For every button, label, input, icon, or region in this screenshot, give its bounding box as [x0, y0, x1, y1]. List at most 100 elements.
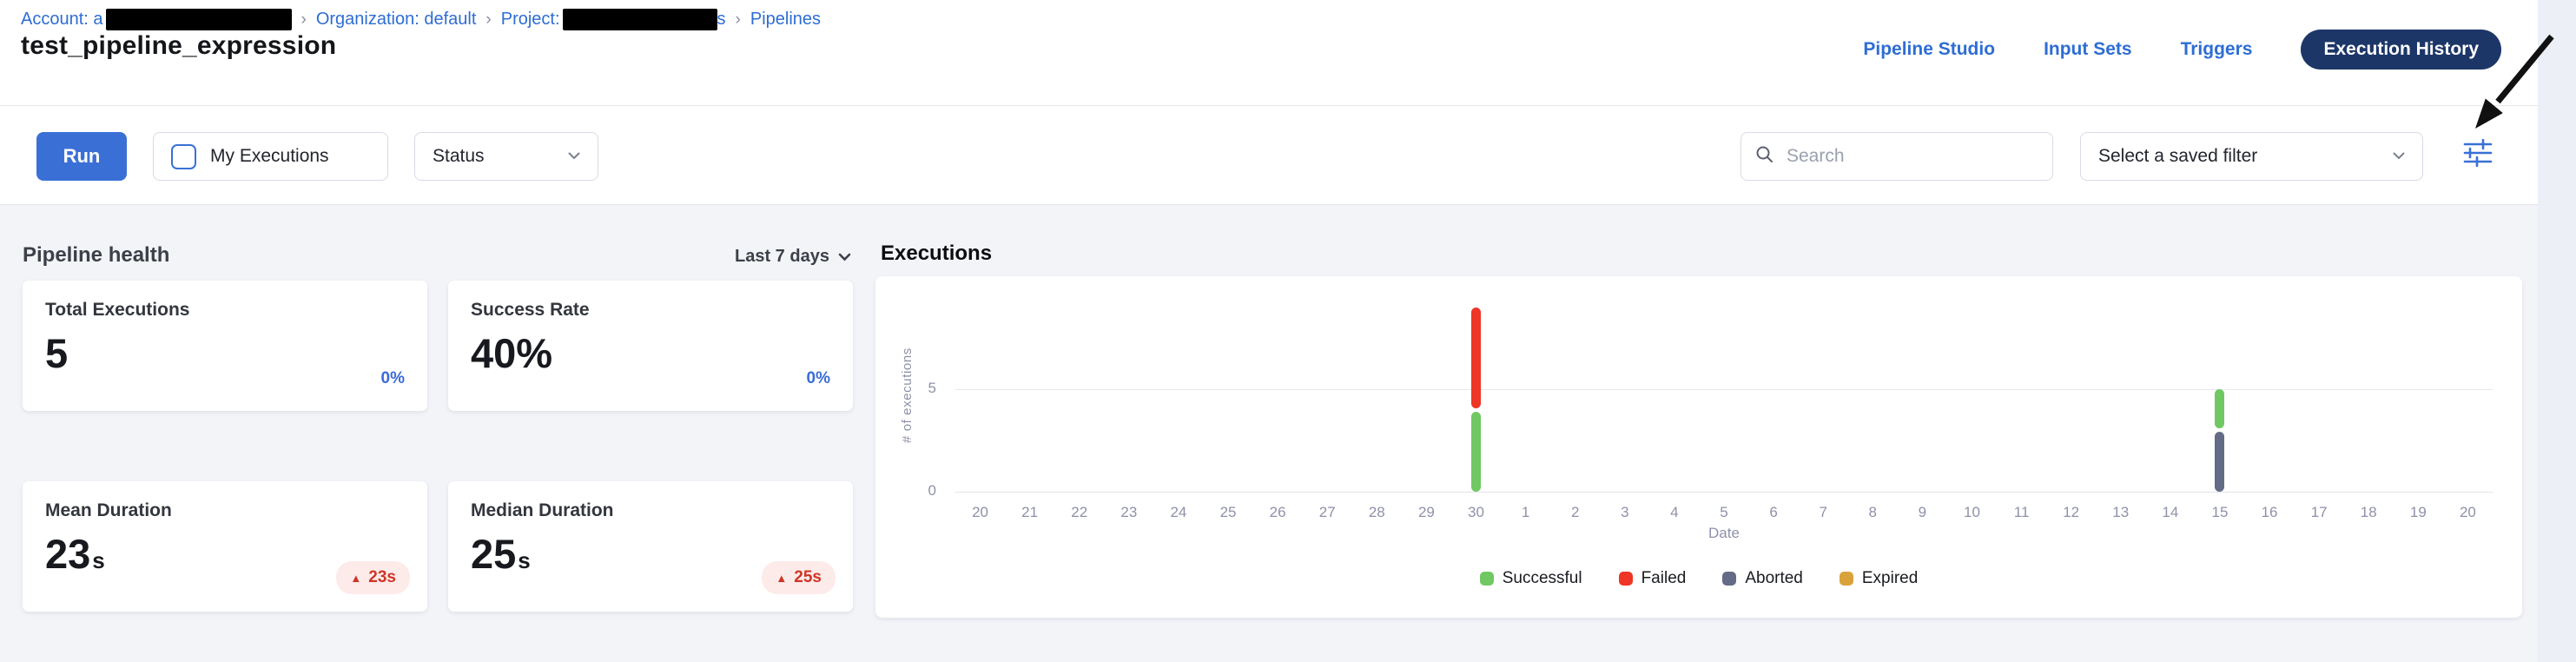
- stat-delta: 23s: [368, 568, 396, 586]
- x-axis-tick: 13: [2112, 504, 2130, 520]
- x-axis-tick: 5: [1720, 504, 1728, 520]
- x-axis-tick: 27: [1318, 504, 1336, 520]
- legend-item-successful[interactable]: Successful: [1479, 569, 1582, 588]
- legend-label: Failed: [1641, 569, 1687, 587]
- chevron-down-icon: [568, 149, 580, 164]
- chevron-down-icon: [2393, 149, 2405, 164]
- chart-plot-area: [955, 294, 2493, 493]
- nav-input-sets[interactable]: Input Sets: [2044, 39, 2132, 59]
- filter-sliders-button[interactable]: [2460, 137, 2496, 172]
- my-executions-checkbox[interactable]: [171, 143, 196, 169]
- search-box[interactable]: [1740, 132, 2053, 181]
- x-axis-tick: 22: [1071, 504, 1088, 520]
- page-right-gutter: [2538, 0, 2576, 662]
- stat-label: Mean Duration: [45, 500, 172, 520]
- breadcrumb-link-text: Pipelines: [750, 10, 822, 29]
- breadcrumb: Account: a › Organization: default › Project…: [21, 9, 821, 30]
- x-axis-title: Date: [1708, 525, 1740, 541]
- stat-delta: 0%: [806, 369, 830, 387]
- x-axis-tick: 6: [1769, 504, 1778, 520]
- stat-value: 23 s: [45, 531, 105, 577]
- legend-label: Successful: [1502, 569, 1582, 587]
- y-axis-tick: 0: [928, 482, 936, 499]
- page-title: test_pipeline_expression: [21, 31, 337, 60]
- nav-triggers[interactable]: Triggers: [2180, 39, 2253, 59]
- status-dropdown[interactable]: Status: [414, 132, 598, 181]
- card-success-rate: Success Rate 40% 0%: [448, 281, 853, 411]
- x-axis-tick: 20: [972, 504, 988, 520]
- stat-value: 25 s: [471, 531, 531, 577]
- x-axis-tick: 15: [2211, 504, 2229, 520]
- triangle-up-icon: ▲: [776, 571, 788, 585]
- x-axis-tick: 25: [1219, 504, 1237, 520]
- saved-filter-label: Select a saved filter: [2098, 146, 2258, 166]
- x-axis-tick: 24: [1170, 504, 1187, 520]
- breadcrumb-link-text: Organization: default: [315, 10, 477, 29]
- y-axis-tick: 5: [928, 380, 936, 396]
- stat-label: Total Executions: [45, 300, 190, 320]
- x-axis-tick: 28: [1368, 504, 1385, 520]
- status-dropdown-label: Status: [433, 146, 485, 166]
- redacted-text: [562, 9, 717, 30]
- bar-15-aborted[interactable]: [2215, 432, 2225, 492]
- legend-item-expired[interactable]: Expired: [1839, 569, 1918, 588]
- run-button[interactable]: Run: [36, 132, 127, 181]
- bar-30-successful[interactable]: [1471, 411, 1482, 492]
- x-axis-tick: 18: [2360, 504, 2377, 520]
- breadcrumb-link-account-a[interactable]: Account: a: [21, 9, 292, 30]
- x-axis-tick: 26: [1269, 504, 1286, 520]
- filter-sliders-icon: [2462, 138, 2493, 171]
- x-axis-tick: 2: [1570, 504, 1580, 520]
- health-range-label: Last 7 days: [735, 247, 829, 266]
- search-icon: [1755, 145, 1774, 169]
- card-median-duration: Median Duration 25 s ▲ 25s: [448, 481, 853, 612]
- legend-swatch: [1479, 572, 1494, 586]
- x-axis-tick: 12: [2063, 504, 2080, 520]
- pipeline-health-title: Pipeline health: [23, 243, 170, 267]
- card-mean-duration: Mean Duration 23 s ▲ 23s: [23, 481, 427, 612]
- stat-value: 40%: [471, 330, 553, 376]
- legend-swatch: [1839, 572, 1853, 586]
- stat-label: Success Rate: [471, 300, 590, 320]
- health-range-dropdown[interactable]: Last 7 days: [735, 247, 851, 267]
- bar-15-successful[interactable]: [2215, 389, 2225, 429]
- x-axis-tick: 3: [1621, 504, 1629, 520]
- chart-legend: Successful Failed Aborted Expired: [875, 569, 2522, 588]
- legend-item-aborted[interactable]: Aborted: [1722, 569, 1803, 588]
- gridline-y-0: [955, 492, 2493, 493]
- chevron-down-icon: [838, 247, 851, 267]
- my-executions-toggle[interactable]: My Executions: [153, 132, 388, 181]
- breadcrumb-link-pipelines[interactable]: Pipelines: [750, 10, 821, 30]
- nav-execution-history[interactable]: Execution History: [2301, 30, 2501, 70]
- legend-label: Aborted: [1745, 569, 1803, 587]
- x-axis-tick: 4: [1670, 504, 1679, 520]
- breadcrumb-link-project[interactable]: Project: s: [501, 9, 726, 30]
- x-axis-tick: 17: [2310, 504, 2328, 520]
- breadcrumb-link-text: Project:: [500, 10, 560, 29]
- stat-value-suffix: s: [92, 547, 105, 573]
- x-axis-tick: 30: [1468, 504, 1484, 520]
- card-total-executions: Total Executions 5 0%: [23, 281, 427, 411]
- stat-value: 5: [45, 330, 69, 376]
- stat-delta: 25s: [794, 568, 822, 586]
- my-executions-label: My Executions: [210, 146, 329, 166]
- x-axis-tick: 8: [1868, 504, 1878, 520]
- legend-item-failed[interactable]: Failed: [1618, 569, 1687, 588]
- triangle-up-icon: ▲: [350, 571, 362, 585]
- search-input[interactable]: [1785, 145, 2038, 168]
- saved-filter-dropdown[interactable]: Select a saved filter: [2080, 132, 2423, 181]
- x-axis-tick: 9: [1918, 504, 1927, 520]
- bar-30-failed[interactable]: [1471, 307, 1482, 408]
- stat-label: Median Duration: [471, 500, 614, 520]
- x-axis-tick: 11: [2013, 504, 2030, 520]
- breadcrumb-separator: ›: [485, 10, 492, 29]
- stat-delta: 0%: [380, 369, 405, 387]
- x-axis-tick: 23: [1120, 504, 1138, 520]
- x-axis-tick: 14: [2162, 504, 2179, 520]
- nav-pipeline-studio[interactable]: Pipeline Studio: [1863, 39, 1996, 59]
- breadcrumb-link-organization-default[interactable]: Organization: default: [316, 10, 477, 30]
- legend-swatch: [1722, 572, 1737, 586]
- breadcrumb-separator: ›: [735, 10, 741, 29]
- pipeline-nav: Pipeline Studio Input Sets Triggers Executi…: [1863, 30, 2501, 70]
- gridline-y-5: [955, 389, 2493, 390]
